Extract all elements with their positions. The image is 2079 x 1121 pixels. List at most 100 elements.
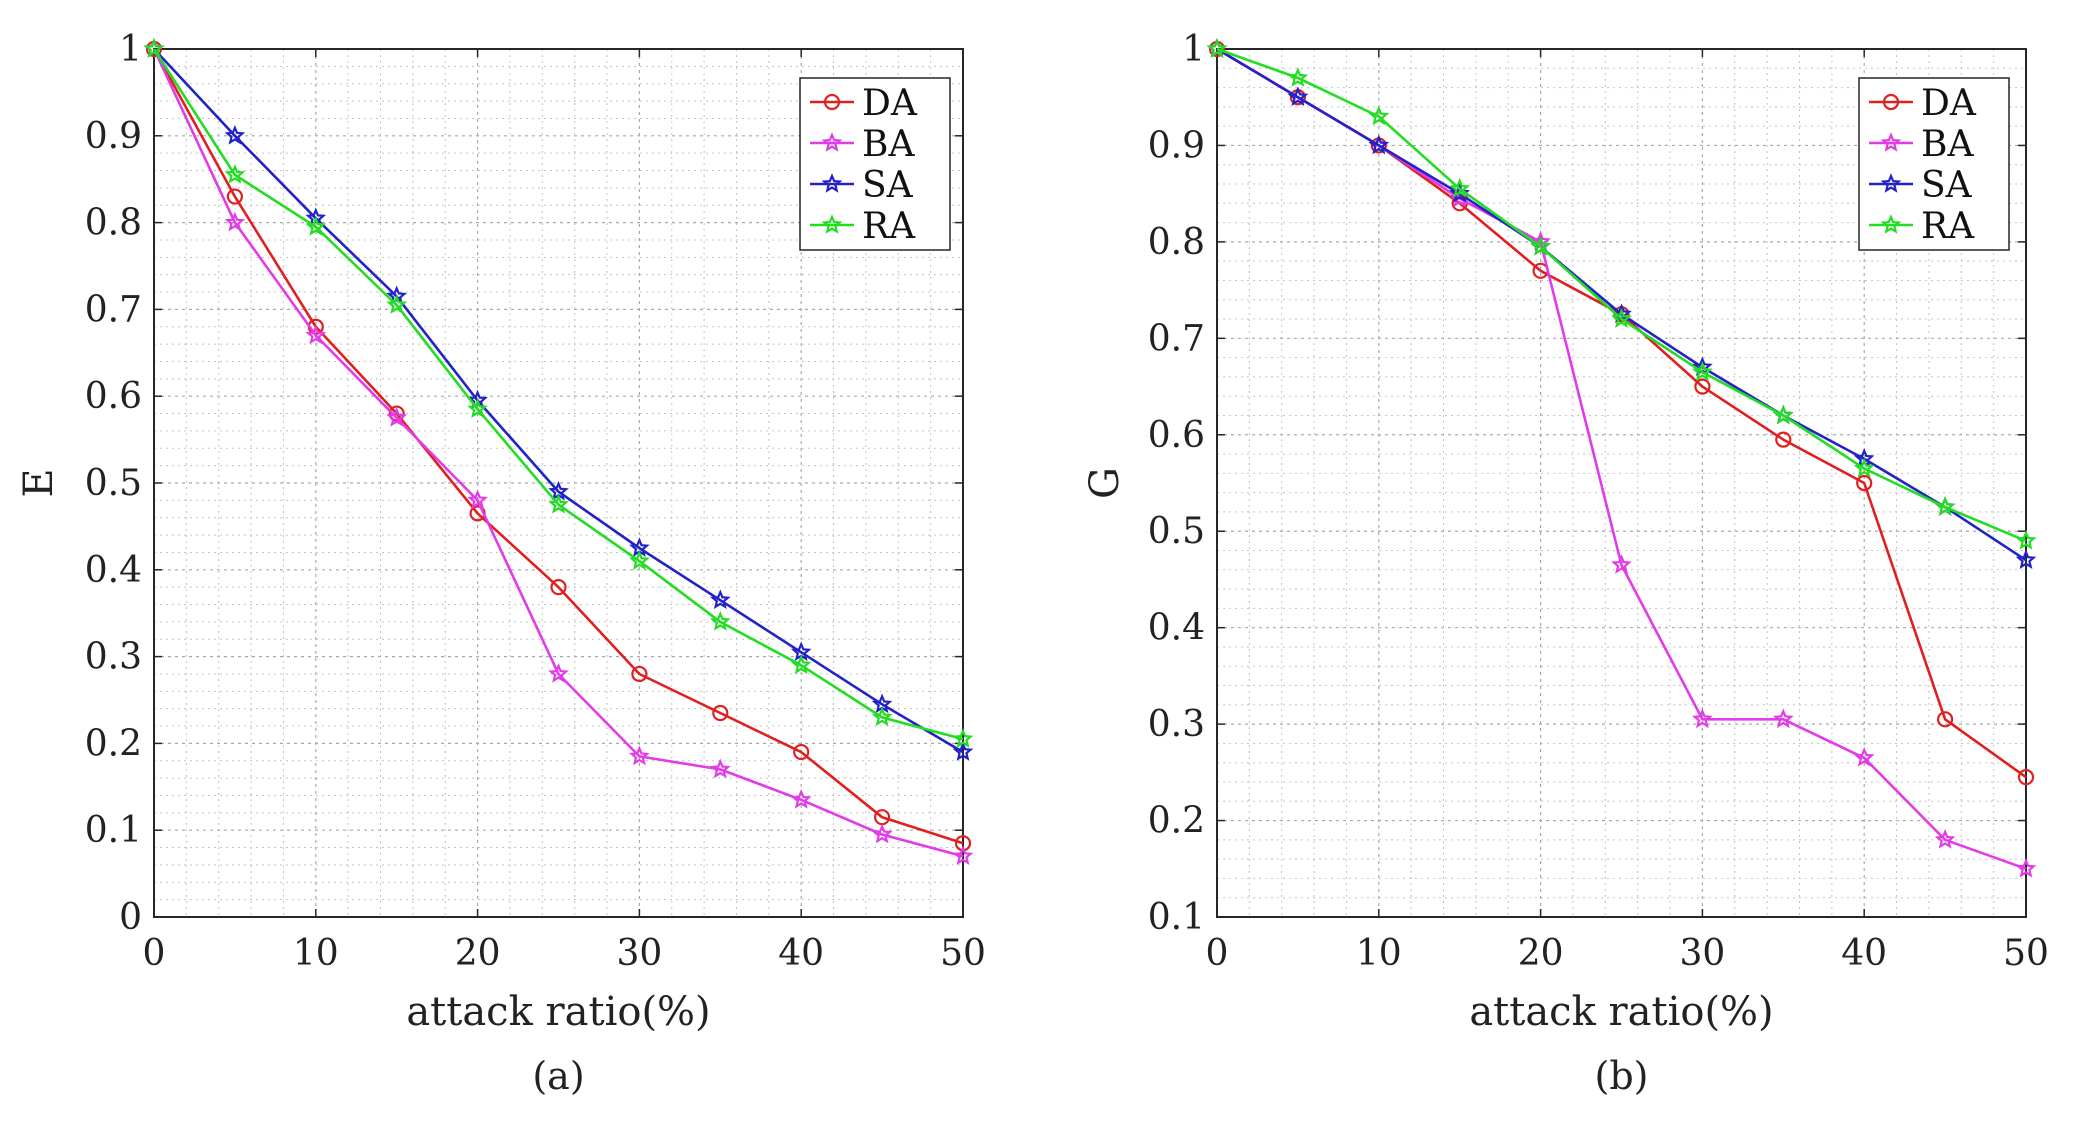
data-point <box>386 407 408 427</box>
data-point <box>1934 496 1956 516</box>
x-tick-label: 20 <box>1518 933 1564 974</box>
data-point <box>467 398 488 419</box>
y-tick-label: 0.7 <box>85 289 142 330</box>
data-point <box>2015 549 2037 569</box>
data-point <box>629 550 650 570</box>
x-tick-label: 0 <box>143 933 166 974</box>
data-point <box>467 389 488 410</box>
y-tick-label: 0.9 <box>1148 125 1205 166</box>
data-point <box>790 788 812 809</box>
legend-label: RA <box>1921 206 1975 247</box>
data-point <box>305 216 327 236</box>
series-line-ra <box>152 48 964 741</box>
x-tick-label: 40 <box>778 933 824 974</box>
data-point <box>1287 67 1309 87</box>
y-tick-label: 0.8 <box>1148 222 1205 263</box>
data-point <box>709 589 731 609</box>
panel-caption: (a) <box>532 1054 584 1098</box>
data-point <box>1853 457 1875 478</box>
series-ra <box>143 38 974 748</box>
x-tick-label: 10 <box>293 933 339 974</box>
y-tick-label: 0.2 <box>85 723 142 764</box>
data-point <box>1368 134 1390 155</box>
y-axis-label: E <box>16 468 62 497</box>
legend-label: BA <box>862 124 915 165</box>
x-axis-label: attack ratio(%) <box>406 989 710 1035</box>
data-point <box>1853 747 1875 767</box>
y-tick-label: 0.4 <box>85 550 142 591</box>
y-tick-label: 0.1 <box>85 810 142 851</box>
legend-label: DA <box>862 83 918 124</box>
x-tick-label: 50 <box>2003 933 2049 974</box>
legend-item: DA <box>1869 83 1977 124</box>
x-tick-label: 10 <box>1356 933 1402 974</box>
x-axis-label: attack ratio(%) <box>1469 989 1773 1035</box>
legend-marker <box>1880 214 1902 234</box>
legend-marker <box>1880 132 1902 152</box>
legend-label: SA <box>862 165 914 206</box>
legend-marker <box>1882 93 1900 111</box>
data-point <box>1206 38 1228 58</box>
y-tick-label: 1 <box>1182 29 1205 70</box>
data-point <box>1692 708 1713 729</box>
data-point <box>2017 769 2035 786</box>
x-tick-label: 0 <box>1206 933 1229 974</box>
y-tick-label: 0.3 <box>85 637 142 678</box>
data-point <box>629 745 650 766</box>
y-axis-label: G <box>1082 467 1128 499</box>
data-point <box>1449 182 1471 203</box>
y-tick-label: 0.1 <box>1148 897 1205 938</box>
data-point <box>709 611 731 631</box>
data-point <box>1694 378 1711 395</box>
data-point <box>952 728 974 748</box>
data-point <box>793 743 810 761</box>
legend-marker <box>821 132 843 152</box>
data-point <box>467 489 488 510</box>
legend-label: RA <box>862 206 916 247</box>
data-point <box>1934 828 1956 849</box>
series-ra <box>1206 38 2037 550</box>
series-line-sa <box>153 48 964 754</box>
data-point <box>712 704 729 722</box>
legend-item: SA <box>1869 165 1973 206</box>
data-point <box>709 758 731 779</box>
data-point <box>224 124 246 145</box>
x-tick-label: 30 <box>616 933 662 974</box>
y-tick-label: 1 <box>119 29 142 70</box>
series-line-sa <box>1216 47 2027 562</box>
y-tick-label: 0.9 <box>85 116 142 157</box>
data-point <box>224 211 246 232</box>
data-point <box>1287 86 1309 107</box>
y-tick-label: 0.7 <box>1148 318 1205 359</box>
legend-item: RA <box>810 206 916 247</box>
legend-box <box>1858 77 2010 251</box>
legend-box <box>799 77 951 251</box>
x-tick-label: 20 <box>455 933 501 974</box>
data-point <box>548 663 569 683</box>
grid <box>153 48 964 918</box>
y-tick-label: 0 <box>119 897 142 938</box>
y-tick-label: 0.4 <box>1148 608 1205 649</box>
data-point <box>871 823 893 844</box>
y-tick-label: 0.3 <box>1148 704 1205 745</box>
y-tick-label: 0.6 <box>85 376 142 417</box>
x-tick-label: 30 <box>1679 933 1725 974</box>
data-point <box>952 845 974 866</box>
x-tick-label: 50 <box>940 933 986 974</box>
data-point <box>143 38 165 58</box>
data-point <box>1368 105 1390 126</box>
data-point <box>952 741 974 761</box>
data-point <box>1692 361 1713 381</box>
y-tick-label: 0.6 <box>1148 415 1205 456</box>
data-point <box>871 706 893 727</box>
data-point <box>1530 235 1551 256</box>
data-point <box>1611 554 1632 574</box>
data-point <box>548 493 569 514</box>
data-point <box>1772 708 1794 729</box>
series-line-ra <box>1216 47 2027 543</box>
data-point <box>1772 404 1794 425</box>
legend-label: BA <box>1921 124 1974 165</box>
legend-marker <box>821 173 843 193</box>
